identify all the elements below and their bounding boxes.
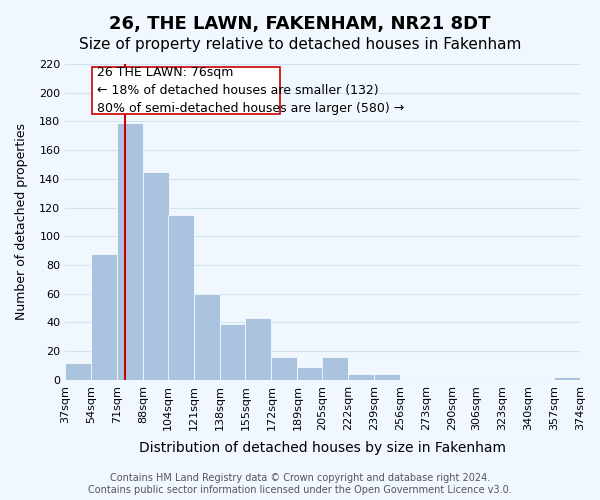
Bar xyxy=(91,254,117,380)
Bar xyxy=(322,357,348,380)
Bar xyxy=(554,377,580,380)
Bar xyxy=(271,357,298,380)
Bar xyxy=(65,362,91,380)
Text: 26, THE LAWN, FAKENHAM, NR21 8DT: 26, THE LAWN, FAKENHAM, NR21 8DT xyxy=(109,15,491,33)
Bar xyxy=(298,367,323,380)
Bar xyxy=(194,294,220,380)
Text: Contains HM Land Registry data © Crown copyright and database right 2024.
Contai: Contains HM Land Registry data © Crown c… xyxy=(88,474,512,495)
Bar xyxy=(167,215,194,380)
Y-axis label: Number of detached properties: Number of detached properties xyxy=(15,124,28,320)
Text: Size of property relative to detached houses in Fakenham: Size of property relative to detached ho… xyxy=(79,38,521,52)
Bar xyxy=(245,318,271,380)
Bar xyxy=(117,123,143,380)
X-axis label: Distribution of detached houses by size in Fakenham: Distribution of detached houses by size … xyxy=(139,441,506,455)
Bar xyxy=(220,324,245,380)
Bar xyxy=(143,172,169,380)
Bar xyxy=(348,374,374,380)
Text: 26 THE LAWN: 76sqm
← 18% of detached houses are smaller (132)
80% of semi-detach: 26 THE LAWN: 76sqm ← 18% of detached hou… xyxy=(97,66,404,115)
FancyBboxPatch shape xyxy=(92,67,280,114)
Bar xyxy=(374,374,400,380)
